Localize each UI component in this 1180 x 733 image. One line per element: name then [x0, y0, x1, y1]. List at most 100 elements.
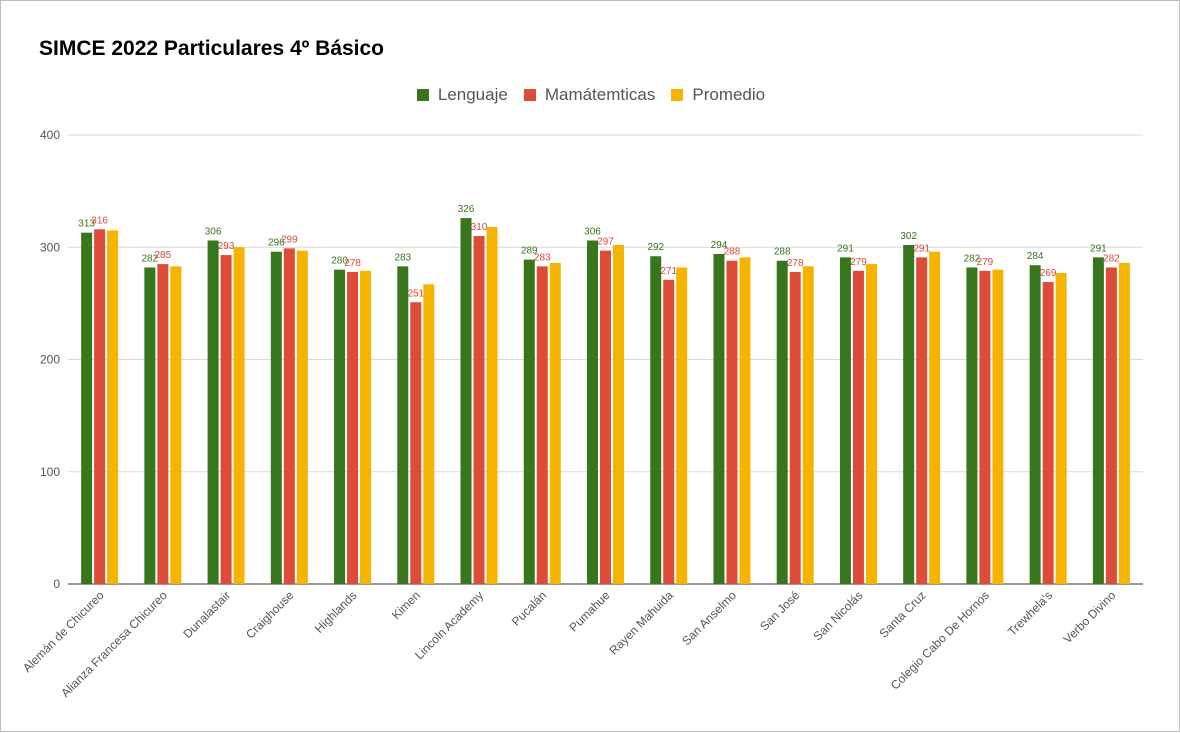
data-label: 285: [155, 250, 172, 261]
x-tick-label: Pumahue: [566, 588, 612, 634]
x-tick-label: San José: [757, 588, 803, 634]
legend-item-lenguaje[interactable]: Lenguaje: [416, 85, 508, 105]
data-label: 299: [281, 234, 298, 245]
bar-lenguaje: [397, 266, 409, 584]
bar-lenguaje: [207, 240, 219, 584]
data-label: 289: [521, 246, 538, 257]
chart-title: SIMCE 2022 Particulares 4º Básico: [39, 37, 385, 60]
bar-mamátemticas: [94, 229, 106, 585]
x-tick-label: Highlands: [312, 588, 360, 636]
x-tick-label: Verbo Divino: [1060, 588, 1118, 646]
legend-swatch: [671, 89, 684, 101]
data-label: 251: [407, 288, 424, 299]
data-label: 271: [660, 266, 677, 277]
bar-lenguaje: [460, 218, 472, 584]
data-label: 306: [205, 227, 222, 238]
data-label: 284: [1027, 251, 1044, 262]
bar-promedio: [865, 264, 877, 584]
x-tick-label: Dunalastair: [180, 588, 233, 641]
bar-promedio: [549, 262, 561, 584]
legend-item-promedio[interactable]: Promedio: [671, 85, 765, 105]
data-label: 293: [218, 241, 235, 252]
bar-promedio: [296, 250, 308, 584]
bar-mamátemticas: [283, 248, 295, 584]
y-tick-label: 100: [40, 465, 60, 479]
data-label: 326: [458, 204, 475, 215]
data-label: 306: [584, 227, 601, 238]
data-label: 278: [787, 258, 804, 269]
bar-mamátemticas: [916, 257, 928, 584]
bar-promedio: [676, 267, 688, 584]
data-label: 279: [850, 257, 867, 268]
bar-promedio: [1055, 273, 1067, 584]
data-label: 291: [1090, 243, 1107, 254]
legend-label: Promedio: [692, 85, 766, 104]
data-label: 302: [900, 231, 917, 242]
bar-promedio: [613, 245, 624, 584]
bar-mamátemticas: [410, 302, 422, 584]
bar-lenguaje: [839, 257, 851, 584]
x-tick-label: Lincoln Academy: [412, 588, 486, 662]
bar-lenguaje: [713, 253, 725, 585]
bar-mamátemticas: [1042, 282, 1054, 584]
data-label: 278: [344, 258, 361, 269]
bar-promedio: [1118, 262, 1130, 584]
bar-mamátemticas: [536, 266, 548, 584]
bar-promedio: [802, 266, 814, 584]
bar-promedio: [992, 269, 1004, 584]
x-tick-label: Kimen: [389, 588, 423, 622]
bar-promedio: [360, 270, 372, 584]
data-label: 282: [964, 253, 981, 264]
bar-mamátemticas: [157, 264, 169, 584]
data-label: 294: [711, 240, 728, 251]
y-tick-label: 300: [40, 240, 60, 254]
data-label: 313: [78, 219, 95, 230]
data-label: 280: [331, 256, 348, 267]
bar-lenguaje: [523, 259, 535, 584]
bar-mamátemticas: [1105, 267, 1117, 584]
x-tick-label: Alianza Francesa Chicureo: [58, 588, 170, 700]
legend-item-mamátemticas[interactable]: Mamátemticas: [523, 85, 656, 105]
bar-lenguaje: [81, 232, 93, 584]
bar-promedio: [929, 251, 941, 585]
bar-promedio: [107, 230, 119, 584]
bar-promedio: [423, 284, 435, 584]
bar-lenguaje: [776, 260, 788, 584]
data-label: 288: [774, 247, 791, 258]
x-tick-label: Pucalán: [509, 588, 550, 629]
bar-lenguaje: [650, 256, 662, 584]
x-tick-label: Craighouse: [243, 588, 297, 642]
bar-mamátemticas: [789, 271, 801, 584]
bar-mamátemticas: [852, 270, 864, 584]
data-label: 288: [724, 247, 741, 258]
bar-promedio: [170, 266, 182, 584]
data-label: 292: [647, 242, 664, 253]
bar-promedio: [486, 227, 498, 585]
bar-mamátemticas: [220, 255, 232, 585]
bar-mamátemticas: [347, 271, 359, 584]
legend-swatch: [523, 89, 536, 101]
bar-lenguaje: [144, 267, 156, 584]
data-label: 283: [534, 252, 551, 263]
chart-legend: Lenguaje Mamátemticas Promedio: [1, 85, 1180, 105]
bar-mamátemticas: [600, 250, 611, 584]
data-label: 296: [268, 238, 285, 249]
bar-lenguaje: [1029, 265, 1041, 584]
legend-label: Mamátemticas: [544, 85, 656, 104]
bar-promedio: [233, 247, 245, 584]
y-tick-label: 200: [40, 353, 60, 367]
bar-mamátemticas: [726, 260, 738, 584]
data-label: 279: [977, 257, 994, 268]
data-label: 269: [1040, 268, 1057, 279]
data-label: 282: [1103, 253, 1120, 264]
bar-lenguaje: [270, 251, 282, 585]
bar-promedio: [739, 257, 751, 584]
bar-lenguaje: [903, 245, 915, 584]
data-label: 283: [394, 252, 411, 263]
bar-mamátemticas: [663, 279, 675, 584]
bar-lenguaje: [587, 240, 598, 584]
x-tick-label: Trewhela's: [1005, 588, 1055, 638]
bar-mamátemticas: [473, 236, 485, 584]
